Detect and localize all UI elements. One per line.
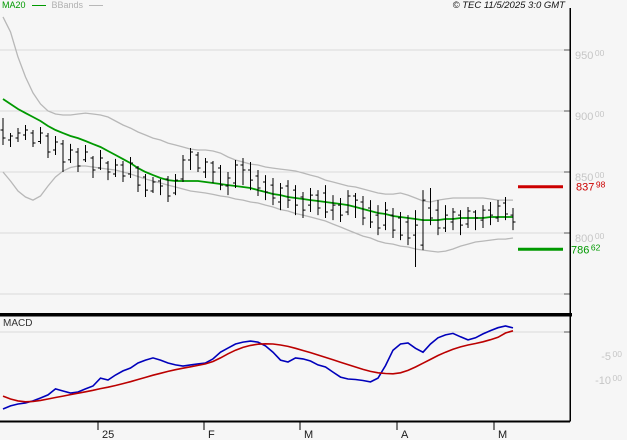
- macd-axis-label: -5 00: [601, 349, 622, 363]
- copyright-text: © TEC 11/5/2025 3:0 GMT: [452, 0, 565, 11]
- macd-macd-line: [2, 325, 514, 410]
- macd-axis-label: -10 00: [595, 373, 622, 387]
- axis-tick-label: 900 00: [575, 109, 605, 123]
- macd-panel-label: MACD: [3, 318, 33, 329]
- x-tick-label: M: [304, 429, 313, 440]
- x-tick-label: A: [401, 429, 409, 440]
- bbands-legend-swatch: [89, 4, 104, 6]
- support-level-label: 786 62: [571, 242, 601, 256]
- axis-tick-label: 800 00: [575, 231, 605, 245]
- panel-separator: [0, 313, 572, 317]
- x-tick-label: M: [498, 429, 507, 440]
- x-tick-label: 25: [102, 429, 114, 440]
- ma20-legend-label: MA20: [2, 0, 26, 10]
- macd-signal-line: [2, 330, 514, 403]
- ma20-line: [2, 98, 513, 222]
- axis-tick-label: 850 00: [575, 170, 605, 184]
- ma20-legend-swatch: [31, 4, 46, 6]
- axis-tick-label: 950 00: [575, 48, 605, 62]
- resistance-level-label: 837 98: [576, 180, 606, 194]
- x-tick-label: F: [208, 429, 215, 440]
- bollinger-lower-band: [2, 165, 514, 253]
- bbands-legend-label: BBands: [51, 0, 84, 10]
- legend: MA20 BBands: [2, 0, 104, 10]
- bollinger-upper-band: [2, 16, 513, 203]
